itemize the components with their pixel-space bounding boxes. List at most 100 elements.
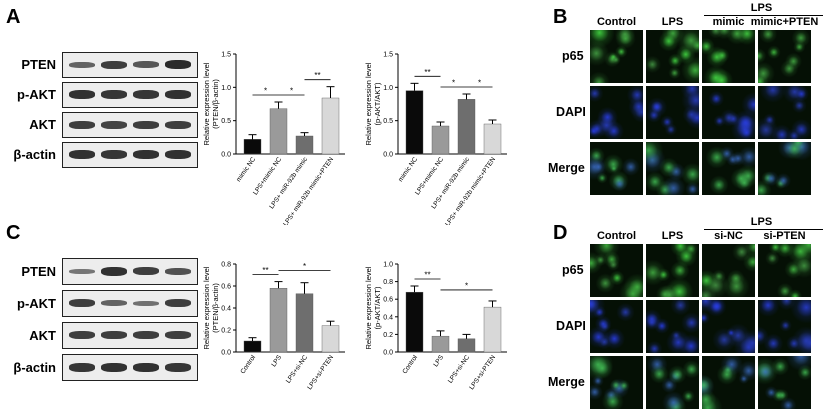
y-tick-label: 1.0 [383,85,393,92]
bar [483,123,502,155]
blot-label-c-0: PTEN [21,263,56,279]
y-tick-label: 0.8 [221,262,231,269]
x-tick-label: LPS+si-NC [285,354,309,385]
bar-chart-c-pakt: Relative expression level (p-AKT/AKT) 0.0 0… [364,262,507,391]
bar [405,90,424,155]
if-image-tile [590,300,643,353]
if-row-label: p65 [562,262,584,277]
blot-band [69,150,95,159]
blot-band [133,61,159,68]
blot-strip-c-3 [62,354,198,381]
if-image-tile [702,244,755,297]
y-tick-label: 0.4 [221,306,231,313]
blot-band [101,120,127,129]
blot-band [133,90,159,99]
blot-label-c-1: p-AKT [17,295,56,311]
significance-label: * [465,281,468,290]
if-image-tile [758,86,811,139]
bar [269,288,288,353]
blot-band [133,331,159,339]
if-column-header: LPS [661,16,684,28]
panel-letter-a: A [6,6,21,28]
blot-band [69,268,95,274]
if-row-label: DAPI [556,318,586,333]
if-column-header: si-PTEN [763,230,806,242]
if-image-tile [646,86,699,139]
significance-label: * [290,87,293,96]
blot-label-a-2: AKT [29,117,56,132]
if-image-tile [646,30,699,83]
blot-band [101,90,127,99]
x-tick-label: LPS [270,354,283,369]
blot-band [165,60,191,69]
x-tick-label: LPS [432,354,445,369]
significance-label: ** [314,71,320,80]
bar [295,293,314,353]
y-tick-label: 0.8 [383,279,393,286]
if-image-tile [646,244,699,297]
y-tick-label: 0.6 [221,284,231,291]
blot-band [133,120,159,129]
y-axis-label: Relative expression level [202,266,211,349]
if-image-tile [758,30,811,83]
significance-label: ** [262,266,268,275]
if-image-tile [590,86,643,139]
y-tick-label: 0.4 [383,314,393,321]
y-tick-label: 0.0 [221,152,231,159]
if-image-tile [758,300,811,353]
blot-band [165,150,191,159]
if-image-tile [646,300,699,353]
blot-strip-a-0 [62,52,198,78]
significance-label: * [452,79,455,88]
if-image-tile [702,86,755,139]
if-column-header: Control [596,230,637,242]
if-column-header: mimic [712,16,745,28]
blot-band [133,150,159,159]
bar [405,291,424,353]
bar-chart-a-pakt: Relative expression level (p-AKT/AKT) 0.0 0… [364,52,507,225]
y-axis-label: Relative expression level [202,62,211,145]
blot-band [101,331,127,339]
y-tick-label: 1.5 [383,52,393,59]
bar [321,325,340,353]
y-tick-label: 0.2 [383,332,393,339]
y-tick-label: 1.0 [221,85,231,92]
x-tick-label: LPS+ miR-92b mimic+PTEN [282,156,335,225]
bar [431,335,450,353]
if-row-label: Merge [548,160,585,175]
x-tick-label: mimic NC [235,156,257,183]
bar [431,125,450,155]
if-image-tile [758,142,811,195]
blot-strip-a-1 [62,82,198,108]
blot-label-c-2: AKT [29,327,56,343]
blot-band [133,300,159,306]
y-axis-label-2: (PTEN/β-actin) [211,79,220,129]
blot-band [165,299,191,307]
if-image-tile [758,244,811,297]
blot-band [165,267,191,275]
if-group-label: LPS [750,2,773,14]
if-row-label: p65 [562,48,584,63]
panel-letter-b: B [553,6,568,28]
bar [483,306,502,353]
blot-label-a-1: p-AKT [17,87,56,102]
y-tick-label: 0.0 [221,350,231,357]
x-tick-label: LPS+ miR-92b mimic+PTEN [444,156,497,225]
x-tick-label: LPS+si-PTEN [306,354,335,391]
panel-letter-c: C [6,222,21,244]
y-tick-label: 0.0 [383,350,393,357]
if-row-label: DAPI [556,104,586,119]
if-image-tile [590,142,643,195]
blot-label-a-3: β-actin [13,147,56,162]
y-tick-label: 1.0 [383,262,393,269]
blot-band [165,120,191,129]
bar-chart-c-pten: Relative expression level (PTEN/β-actin)0… [202,262,345,391]
significance-label: * [303,262,306,271]
y-tick-label: 0.2 [221,328,231,335]
blot-band [101,60,127,69]
y-axis-label-2: (p-AKT/AKT) [373,82,382,125]
blot-strip-a-3 [62,142,198,168]
blot-band [101,266,127,276]
bar [243,139,262,155]
if-image-tile [646,356,699,409]
